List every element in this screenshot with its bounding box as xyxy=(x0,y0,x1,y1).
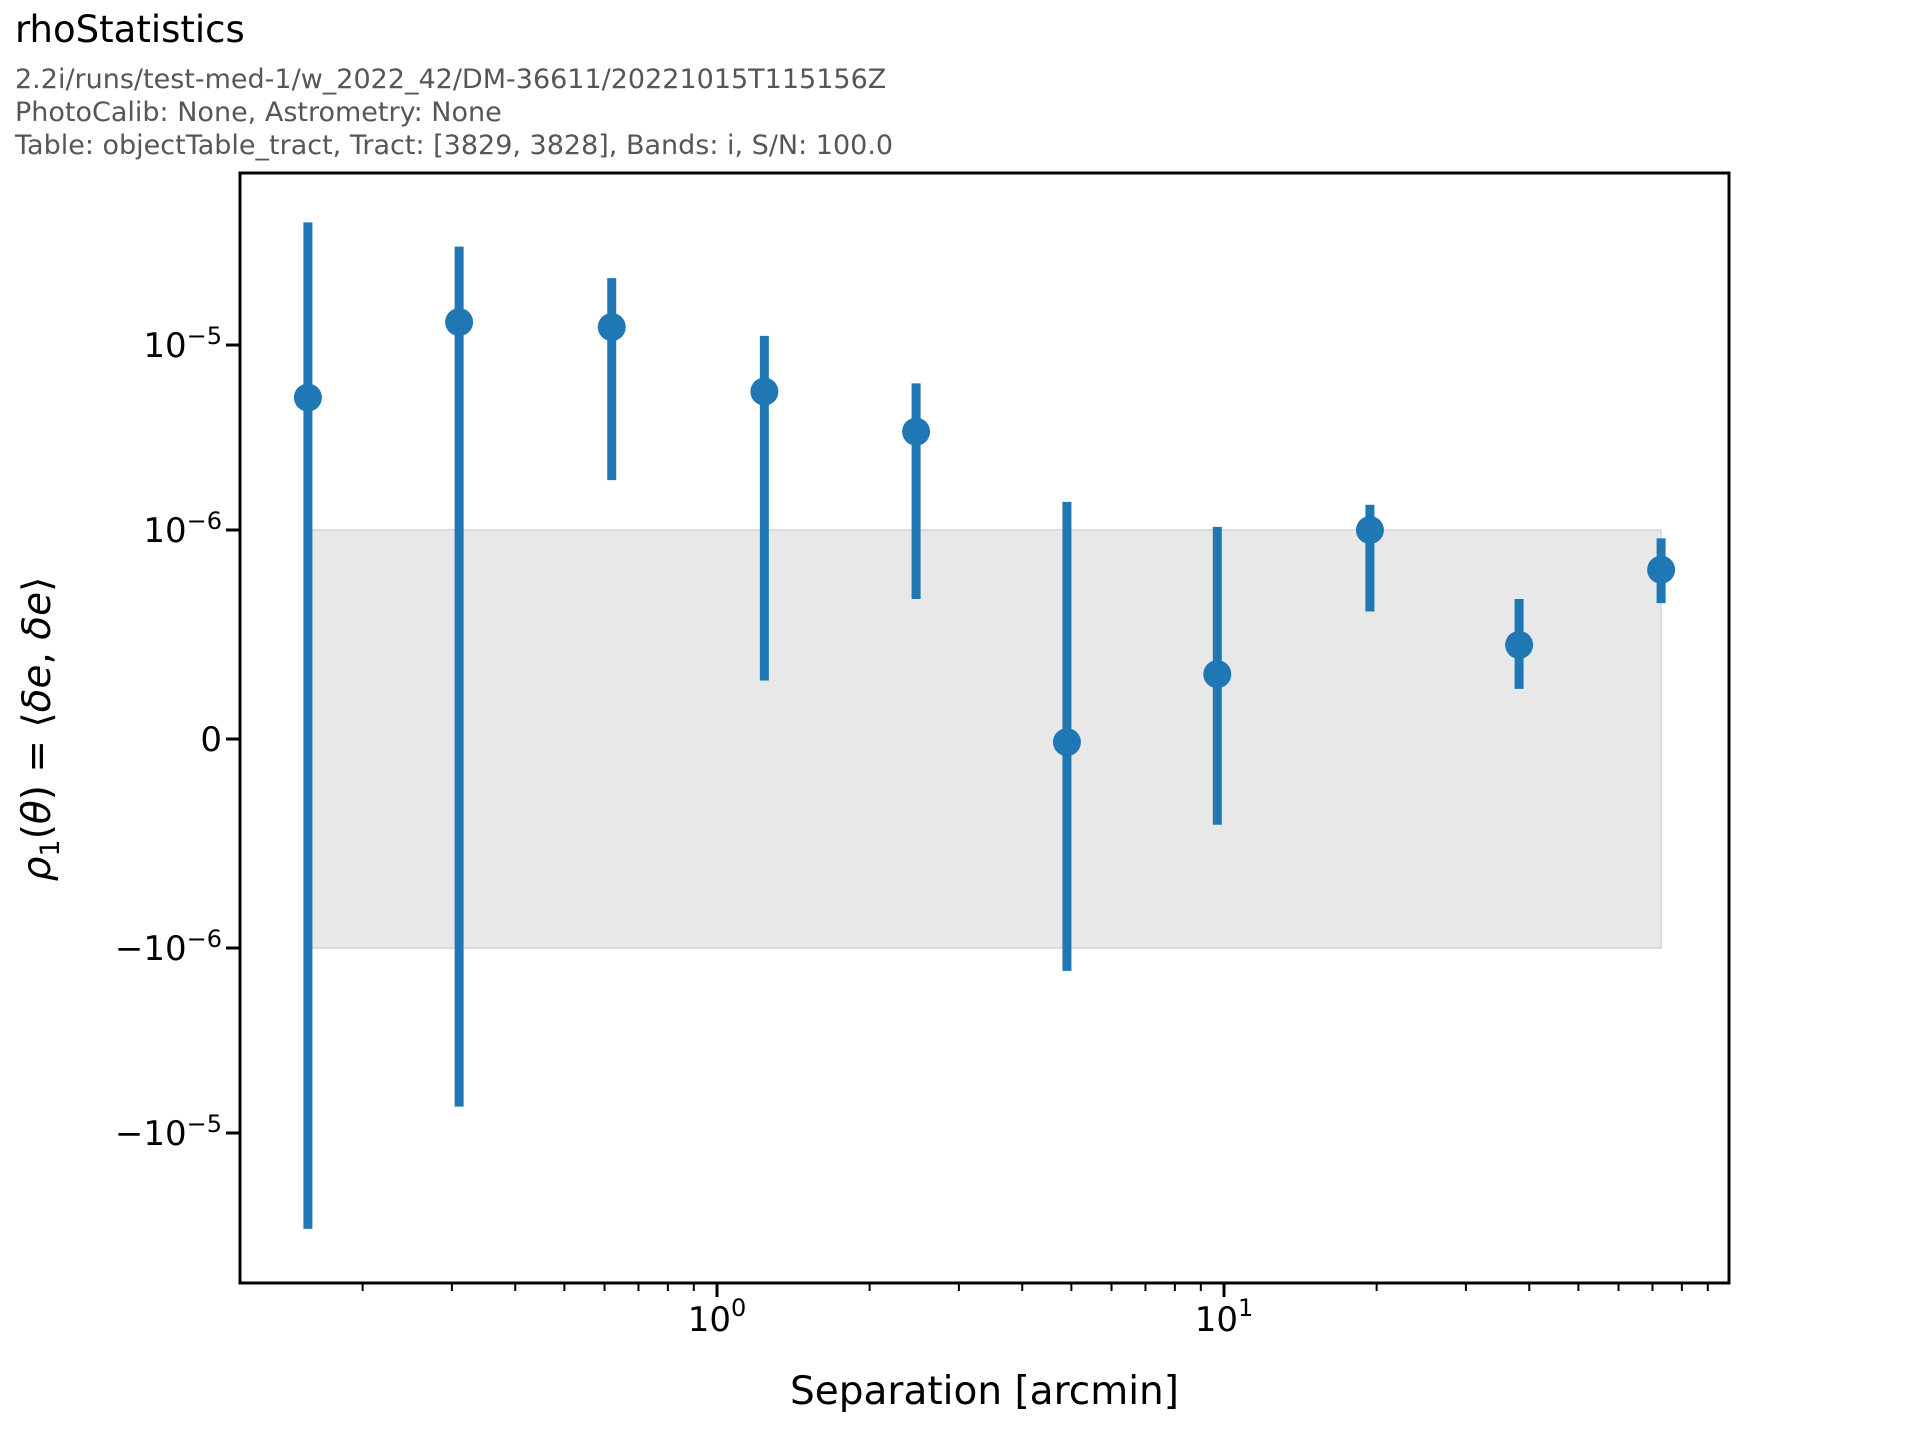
y-tick-label: −10−5 xyxy=(115,1110,222,1154)
run-collection-subtitle: 2.2i/runs/test-med-1/w_2022_42/DM-36611/… xyxy=(15,64,887,95)
data-point-marker xyxy=(902,417,931,446)
x-tick-label: 100 xyxy=(688,1294,747,1340)
data-point-marker xyxy=(1505,630,1534,659)
data-point-marker xyxy=(293,383,322,412)
plot-frame xyxy=(238,171,1731,1285)
y-tick-label: −10−6 xyxy=(115,925,222,969)
data-point-marker xyxy=(1203,660,1232,689)
x-tick-label: 101 xyxy=(1195,1294,1254,1340)
y-tick-label: 0 xyxy=(200,720,222,760)
data-point-marker xyxy=(1647,555,1676,584)
data-point-marker xyxy=(597,313,626,342)
data-point-marker xyxy=(445,308,474,337)
data-point-marker xyxy=(1052,728,1081,757)
shaded-band xyxy=(306,529,1663,949)
y-tick-label: 10−6 xyxy=(143,507,222,551)
data-point-marker xyxy=(750,377,779,406)
y-tick-label: 10−5 xyxy=(143,322,222,366)
table-info-subtitle: Table: objectTable_tract, Tract: [3829, … xyxy=(15,130,894,161)
x-axis-label: Separation [arcmin] xyxy=(790,1369,1179,1414)
calibration-subtitle: PhotoCalib: None, Astrometry: None xyxy=(15,97,502,128)
y-axis-label: ρ1(θ) = ⟨δe, δe⟩ xyxy=(15,577,66,882)
page-title: rhoStatistics xyxy=(15,8,245,51)
data-point-marker xyxy=(1355,516,1384,544)
